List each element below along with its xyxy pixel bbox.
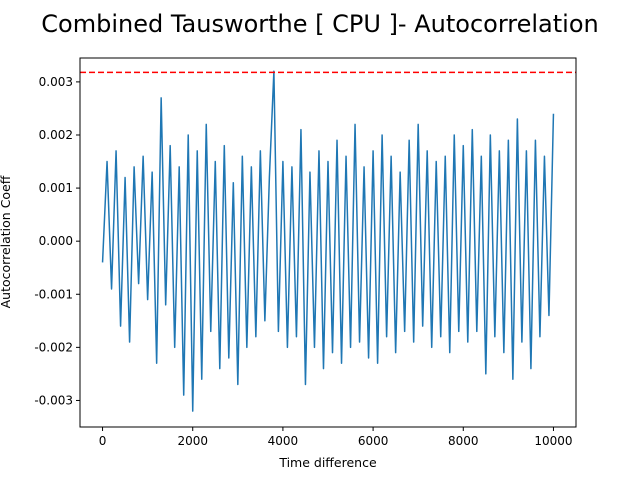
y-axis-label: Autocorrelation Coeff (0, 175, 13, 308)
data-layer (80, 70, 576, 412)
y-tick-label: 0.002 (39, 128, 73, 142)
y-tick-label: 0.000 (39, 234, 73, 248)
chart-title: Combined Tausworthe [ CPU ]- Autocorrela… (41, 10, 598, 38)
x-tick-label: 4000 (268, 434, 299, 448)
y-tick-label: -0.002 (34, 340, 73, 354)
x-axis-label: Time difference (278, 455, 377, 470)
autocorrelation-series-line (101, 70, 555, 412)
y-axis: -0.003 -0.002 -0.001 0.000 0.001 0.002 0.003 (34, 75, 80, 407)
x-tick-label: 8000 (448, 434, 479, 448)
x-tick-label: 2000 (177, 434, 208, 448)
x-tick-label: 10000 (534, 434, 572, 448)
y-tick-label: 0.003 (39, 75, 73, 89)
y-tick-label: 0.001 (39, 181, 73, 195)
x-tick-label: 0 (99, 434, 107, 448)
plot-content (80, 70, 576, 412)
x-axis: 0 2000 4000 6000 8000 10000 (99, 427, 573, 448)
x-tick-label: 6000 (358, 434, 389, 448)
y-tick-label: -0.003 (34, 393, 73, 407)
y-tick-label: -0.001 (34, 287, 73, 301)
plot-frame (79, 57, 577, 428)
